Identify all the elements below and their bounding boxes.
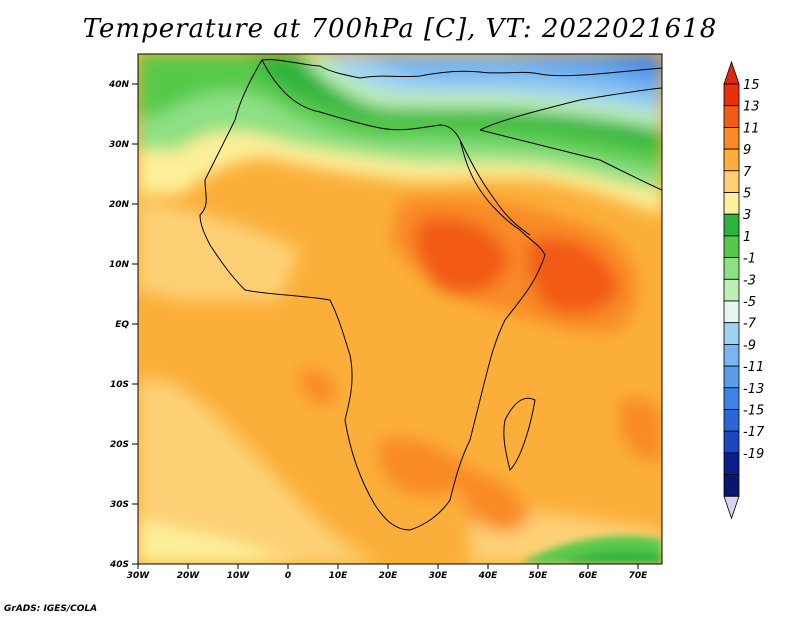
lat-tick-label: 40N <box>108 80 130 90</box>
lat-tick-label: 10N <box>109 260 130 270</box>
colorbar-label: -9 <box>743 338 756 353</box>
colorbar-label: 9 <box>743 143 751 158</box>
colorbar-label: -1 <box>743 252 756 267</box>
colorbar-bottom-arrow <box>723 495 740 520</box>
colorbar-segment <box>723 192 740 215</box>
colorbar-label: 3 <box>743 208 751 223</box>
colorbar-segment <box>723 409 740 432</box>
lat-tick-label: EQ <box>115 320 129 330</box>
lon-tick-label: 60E <box>579 571 599 581</box>
colorbar-label: 1 <box>743 230 751 245</box>
lon-tick-label: 10E <box>329 571 349 581</box>
colorbar-label: 13 <box>743 100 760 115</box>
colorbar-label: -13 <box>743 382 764 397</box>
colorbar-segment <box>723 83 740 107</box>
temperature-field <box>138 54 662 564</box>
lat-tick-label: 30N <box>109 140 130 150</box>
colorbar-segment <box>723 322 740 345</box>
colorbar-segment <box>723 127 740 150</box>
lat-tick-label: 30S <box>110 500 129 510</box>
colorbar-segment <box>723 170 740 193</box>
colorbar-label: 15 <box>743 78 760 93</box>
lon-tick-label: 50E <box>529 571 549 581</box>
colorbar-segment <box>723 235 740 258</box>
lat-tick-label: 20N <box>109 200 130 210</box>
chart-title: Temperature at 700hPa [C], VT: 202202161… <box>82 14 718 44</box>
colorbar-segment <box>723 105 740 128</box>
colorbar-label: -19 <box>743 447 764 462</box>
colorbar-label: -17 <box>743 425 765 440</box>
lon-tick-label: 70E <box>629 571 649 581</box>
colorbar-label: -15 <box>743 404 764 419</box>
colorbar-segment <box>723 430 740 454</box>
lon-tick-label: 10W <box>227 571 251 581</box>
colorbar-label: 11 <box>743 121 760 136</box>
colorbar-segment <box>723 474 740 497</box>
lat-tick-label: 20S <box>110 440 129 450</box>
colorbar-segment <box>723 278 740 302</box>
colorbar-label: 5 <box>743 187 751 202</box>
footer-credit: GrADS: IGES/COLA <box>4 604 98 614</box>
colorbar-label: -5 <box>743 295 756 310</box>
lon-tick-label: 40E <box>478 571 499 581</box>
colorbar-segment <box>723 452 740 475</box>
coastlines <box>199 59 662 531</box>
lat-tick-label: 10S <box>110 380 129 390</box>
colorbar-segment <box>723 365 740 389</box>
colorbar-label: -11 <box>743 360 764 375</box>
colorbar-label: -7 <box>743 317 757 332</box>
lon-tick-label: 30E <box>429 571 449 581</box>
latitude-axis: 40N 30N 20N 10N EQ 10S 20S 30S 40S <box>108 80 138 570</box>
colorbar-segment <box>723 148 740 172</box>
colorbar: 15 13 11 9 7 5 3 1 -1 -3 -5 -7 -9 -11 -13 -15 -17 -19 <box>723 60 765 520</box>
lon-tick-label: 30W <box>127 571 151 581</box>
colorbar-label: -3 <box>743 273 756 288</box>
colorbar-label: 7 <box>743 165 752 180</box>
map-frame <box>137 53 663 565</box>
lon-tick-label: 20W <box>177 571 201 581</box>
lat-tick-label: 40S <box>109 560 129 570</box>
colorbar-segment <box>723 257 740 280</box>
colorbar-segment <box>723 343 740 367</box>
colorbar-segment <box>723 300 740 324</box>
lon-tick-label: 0 <box>285 571 291 581</box>
longitude-axis: 30W 20W 10W 0 10E 20E 30E 40E 50E 60E 70E <box>127 564 648 581</box>
colorbar-top-arrow <box>723 60 740 85</box>
lon-tick-label: 20E <box>379 571 399 581</box>
colorbar-segment <box>723 213 740 237</box>
colorbar-segment <box>723 387 740 410</box>
